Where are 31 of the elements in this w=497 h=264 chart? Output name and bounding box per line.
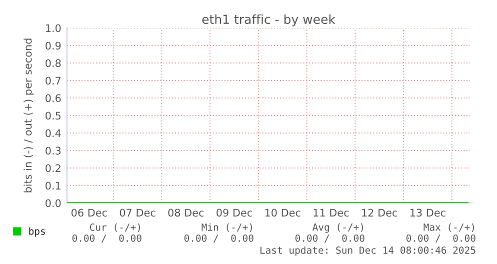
y-tick-label: 0.6 [46,94,61,102]
text: 0.00 / 0.00 [406,234,476,243]
text: Cur (-/+) [90,223,140,232]
y-tick-label: 0.3 [46,146,61,155]
text: 0.00 / 0.00 [295,234,364,243]
y-tick-label: 0.5 [46,112,61,120]
x-tick-label: 09 Dec [216,208,252,217]
text: Max (-/+) [424,223,474,232]
y-tick-label: 0.8 [46,59,61,68]
x-tick-label: 13 Dec [410,208,446,217]
y-tick-label: 0.2 [46,164,60,172]
y-tick-label: 0.9 [46,42,61,50]
y-tick-label: 1.0 [46,24,61,32]
x-tick-label: 11 Dec [314,208,349,217]
text: Min (-/+) [202,223,252,232]
text: 0.00 / 0.00 [184,234,254,243]
chart-title: eth1 traffic - by week [202,14,336,26]
x-tick-label: 06 Dec [71,208,107,217]
x-tick-label: 08 Dec [168,208,204,217]
text: 0.00 / 0.00 [72,234,142,243]
x-tick-label: 07 Dec [120,208,156,217]
x-tick-label: 12 Dec [362,208,398,217]
x-tick-label: 10 Dec [265,208,300,217]
text: Avg (-/+) [312,223,363,233]
text: Last update: Sun Dec 14 08:00:46 2025 [260,246,476,256]
y-axis-title: bits in (-) / out (+) per second [24,38,34,192]
y-tick-label: 0.7 [46,76,61,85]
y-tick-label: 0.0 [46,199,61,208]
y-tick-label: 0.1 [46,182,60,190]
y-tick-label: 0.4 [46,129,61,138]
legend-label: bps [29,227,45,237]
